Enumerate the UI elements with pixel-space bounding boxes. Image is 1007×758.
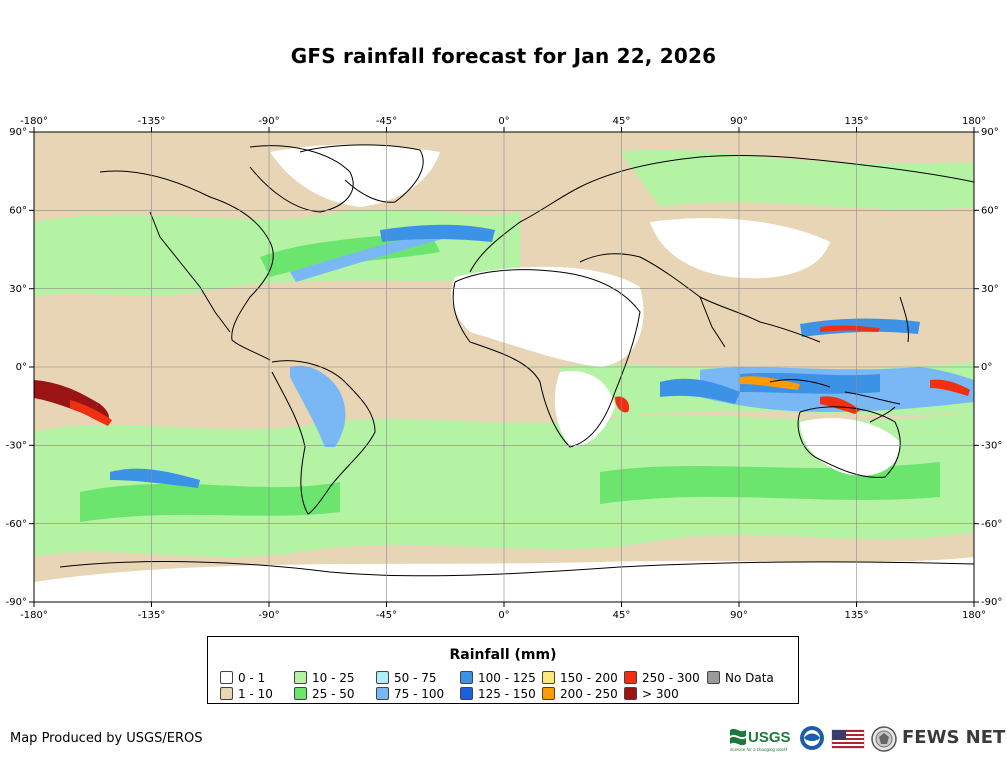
lat-label: 60°: [9, 206, 27, 217]
legend-swatch: [220, 671, 233, 684]
legend-column: 250 - 300 > 300: [624, 671, 700, 703]
legend-swatch: [376, 687, 389, 700]
lat-label: 30°: [981, 284, 999, 295]
legend-label: 125 - 150: [478, 687, 536, 701]
rainfall-map: -180° -135° -90° -45° 0° 45° 90° 135° 18…: [0, 112, 1007, 624]
legend-label: 0 - 1: [238, 671, 266, 685]
legend: Rainfall (mm) 0 - 1 1 - 10 10 - 25 25 - …: [207, 636, 799, 704]
lon-label: 0°: [498, 116, 509, 127]
usgs-logo-text: USGS: [748, 729, 791, 746]
lon-label: 45°: [613, 116, 631, 127]
map-credit: Map Produced by USGS/EROS: [10, 731, 203, 746]
lon-label: 135°: [844, 610, 868, 621]
lon-label: 180°: [962, 610, 986, 621]
legend-label: No Data: [725, 671, 774, 685]
state-dept-seal-icon: [871, 726, 897, 752]
lat-label: -60°: [6, 519, 27, 530]
graticule: [34, 132, 974, 602]
lat-label: 0°: [981, 362, 992, 373]
legend-swatch: [294, 671, 307, 684]
legend-item: 75 - 100: [376, 687, 444, 703]
lat-label: 0°: [16, 362, 27, 373]
lat-label: -90°: [981, 597, 1002, 608]
legend-label: 1 - 10: [238, 687, 273, 701]
legend-label: 10 - 25: [312, 671, 355, 685]
legend-label: 50 - 75: [394, 671, 437, 685]
usgs-logo: USGS science for a changing world: [730, 728, 791, 752]
legend-title: Rainfall (mm): [449, 647, 557, 663]
lat-labels-left: 90° 60° 30° 0° -30° -60° -90°: [6, 127, 27, 608]
lon-labels-top: -180° -135° -90° -45° 0° 45° 90° 135° 18…: [20, 116, 986, 127]
legend-item: 150 - 200: [542, 671, 618, 687]
noaa-logo: [800, 726, 824, 750]
legend-swatch: [542, 671, 555, 684]
legend-label: > 300: [642, 687, 679, 701]
lon-label: 180°: [962, 116, 986, 127]
usgs-logo-tagline: science for a changing world: [730, 747, 788, 752]
lat-label: 90°: [9, 127, 27, 138]
coastlines: [59, 144, 974, 577]
legend-label: 250 - 300: [642, 671, 700, 685]
lon-label: 0°: [498, 610, 509, 621]
legend-item: 100 - 125: [460, 671, 536, 687]
lon-label: 90°: [730, 116, 748, 127]
lon-label: -135°: [138, 610, 166, 621]
lat-labels-right: 90° 60° 30° 0° -30° -60° -90°: [981, 127, 1002, 608]
legend-swatch: [460, 671, 473, 684]
legend-label: 150 - 200: [560, 671, 618, 685]
fews-net-logo: FEWS NET: [902, 727, 1006, 748]
legend-swatch: [376, 671, 389, 684]
lon-label: -135°: [138, 116, 166, 127]
lon-label: -180°: [20, 610, 48, 621]
legend-swatch: [542, 687, 555, 700]
legend-column: 150 - 200 200 - 250: [542, 671, 618, 703]
lat-label: -90°: [6, 597, 27, 608]
legend-item: 250 - 300: [624, 671, 700, 687]
legend-label: 75 - 100: [394, 687, 445, 701]
legend-item: 0 - 1: [220, 671, 273, 687]
legend-swatch: [624, 671, 637, 684]
lat-label: -30°: [6, 441, 27, 452]
legend-item: 200 - 250: [542, 687, 618, 703]
legend-column: 10 - 25 25 - 50: [294, 671, 355, 703]
lon-label: 90°: [730, 610, 748, 621]
lon-label: 45°: [613, 610, 631, 621]
lat-label: 90°: [981, 127, 999, 138]
legend-column: No Data: [707, 671, 774, 687]
lon-label: -180°: [20, 116, 48, 127]
lat-label: -30°: [981, 441, 1002, 452]
legend-label: 200 - 250: [560, 687, 618, 701]
legend-column: 50 - 75 75 - 100: [376, 671, 444, 703]
map-svg: -180° -135° -90° -45° 0° 45° 90° 135° 18…: [6, 116, 1003, 621]
legend-label: 100 - 125: [478, 671, 536, 685]
legend-column: 100 - 125 125 - 150: [460, 671, 536, 703]
legend-item: 25 - 50: [294, 687, 355, 703]
legend-column: 0 - 1 1 - 10: [220, 671, 273, 703]
legend-label: 25 - 50: [312, 687, 355, 701]
legend-item: 50 - 75: [376, 671, 444, 687]
legend-swatch: [707, 671, 720, 684]
legend-item: > 300: [624, 687, 700, 703]
legend-swatch: [624, 687, 637, 700]
legend-item: No Data: [707, 671, 774, 687]
lon-label: -90°: [258, 610, 279, 621]
map-title: GFS rainfall forecast for Jan 22, 2026: [290, 44, 717, 68]
lon-label: -90°: [258, 116, 279, 127]
legend-item: 125 - 150: [460, 687, 536, 703]
us-flag-icon: [831, 729, 865, 749]
lon-label: 135°: [844, 116, 868, 127]
lat-label: 30°: [9, 284, 27, 295]
legend-item: 1 - 10: [220, 687, 273, 703]
legend-swatch: [220, 687, 233, 700]
legend-item: 10 - 25: [294, 671, 355, 687]
tick-marks: [29, 127, 979, 607]
lat-label: 60°: [981, 206, 999, 217]
lon-label: -45°: [376, 610, 397, 621]
lon-label: -45°: [376, 116, 397, 127]
lon-labels-bottom: -180° -135° -90° -45° 0° 45° 90° 135° 18…: [20, 610, 986, 621]
legend-swatch: [294, 687, 307, 700]
lat-label: -60°: [981, 519, 1002, 530]
legend-swatch: [460, 687, 473, 700]
